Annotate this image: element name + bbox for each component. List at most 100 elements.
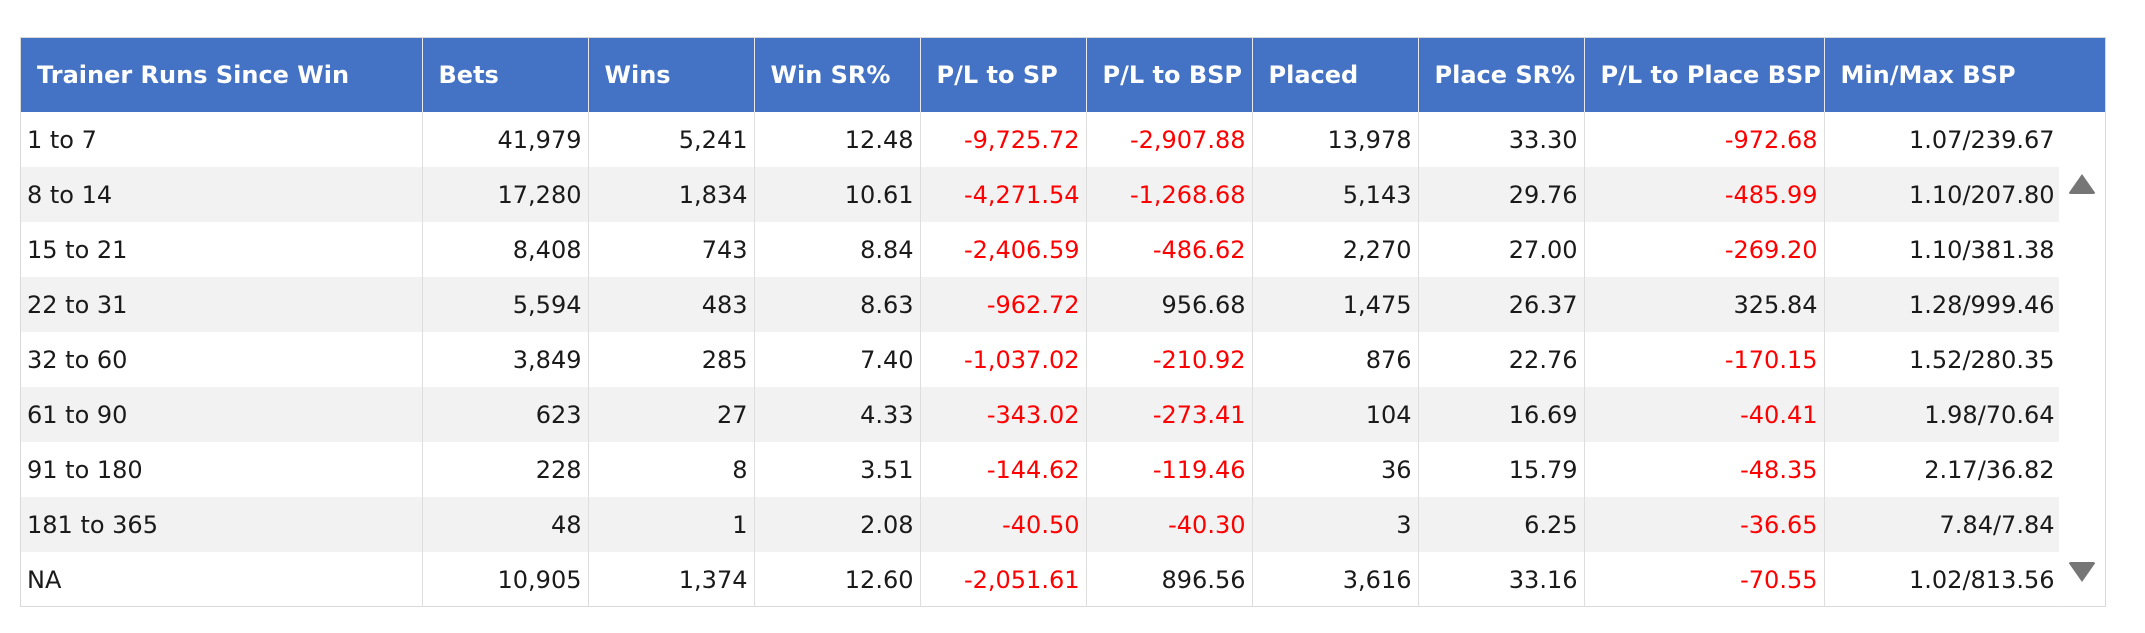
cell-min-max-bsp: 1.52/280.35: [1824, 332, 2062, 387]
cell-pl-to-sp: -1,037.02: [920, 332, 1087, 387]
column-header-trainer-runs-since-win[interactable]: Trainer Runs Since Win: [21, 38, 423, 112]
cell-min-max-bsp: 7.84/7.84: [1824, 497, 2062, 552]
cell-win-sr: 3.51: [754, 442, 921, 497]
cell-pl-to-bsp: -2,907.88: [1086, 112, 1253, 167]
vertical-scrollbar[interactable]: [2059, 112, 2105, 606]
cell-min-max-bsp: 1.07/239.67: [1824, 112, 2062, 167]
cell-place-sr: 33.30: [1418, 112, 1585, 167]
cell-place-sr: 16.69: [1418, 387, 1585, 442]
cell-bets: 228: [422, 442, 589, 497]
cell-pl-to-sp: -962.72: [920, 277, 1087, 332]
table-row: 181 to 365 48 1 2.08 -40.50 -40.30 3 6.2…: [21, 497, 2062, 552]
cell-win-sr: 4.33: [754, 387, 921, 442]
table-row: 8 to 14 17,280 1,834 10.61 -4,271.54 -1,…: [21, 167, 2062, 222]
cell-pl-to-bsp: -273.41: [1086, 387, 1253, 442]
cell-pl-to-place-bsp: -485.99: [1584, 167, 1825, 222]
cell-placed: 876: [1252, 332, 1419, 387]
cell-placed: 5,143: [1252, 167, 1419, 222]
cell-place-sr: 26.37: [1418, 277, 1585, 332]
table-row: 32 to 60 3,849 285 7.40 -1,037.02 -210.9…: [21, 332, 2062, 387]
triangle-down-icon[interactable]: [2068, 562, 2096, 582]
cell-win-sr: 12.48: [754, 112, 921, 167]
cell-pl-to-place-bsp: -170.15: [1584, 332, 1825, 387]
cell-pl-to-place-bsp: -972.68: [1584, 112, 1825, 167]
cell-pl-to-place-bsp: -48.35: [1584, 442, 1825, 497]
cell-place-sr: 6.25: [1418, 497, 1585, 552]
cell-pl-to-place-bsp: -36.65: [1584, 497, 1825, 552]
cell-bets: 41,979: [422, 112, 589, 167]
cell-min-max-bsp: 1.10/381.38: [1824, 222, 2062, 277]
table-row: 22 to 31 5,594 483 8.63 -962.72 956.68 1…: [21, 277, 2062, 332]
cell-min-max-bsp: 1.28/999.46: [1824, 277, 2062, 332]
cell-place-sr: 27.00: [1418, 222, 1585, 277]
column-header-bets[interactable]: Bets: [422, 38, 589, 112]
results-table: Trainer Runs Since Win Bets Wins Win SR%…: [21, 38, 2062, 607]
cell-wins: 1,834: [588, 167, 755, 222]
cell-trainer-runs: 32 to 60: [21, 332, 423, 387]
cell-pl-to-bsp: 896.56: [1086, 552, 1253, 607]
cell-placed: 36: [1252, 442, 1419, 497]
column-header-placed[interactable]: Placed: [1252, 38, 1419, 112]
cell-bets: 5,594: [422, 277, 589, 332]
header-row: Trainer Runs Since Win Bets Wins Win SR%…: [21, 38, 2062, 112]
cell-trainer-runs: 61 to 90: [21, 387, 423, 442]
cell-win-sr: 2.08: [754, 497, 921, 552]
cell-pl-to-bsp: -1,268.68: [1086, 167, 1253, 222]
cell-win-sr: 12.60: [754, 552, 921, 607]
cell-bets: 623: [422, 387, 589, 442]
cell-pl-to-place-bsp: 325.84: [1584, 277, 1825, 332]
cell-win-sr: 8.84: [754, 222, 921, 277]
cell-placed: 13,978: [1252, 112, 1419, 167]
column-header-min-max-bsp[interactable]: Min/Max BSP: [1824, 38, 2062, 112]
cell-pl-to-place-bsp: -269.20: [1584, 222, 1825, 277]
cell-wins: 743: [588, 222, 755, 277]
cell-bets: 10,905: [422, 552, 589, 607]
cell-wins: 483: [588, 277, 755, 332]
cell-bets: 3,849: [422, 332, 589, 387]
cell-trainer-runs: 91 to 180: [21, 442, 423, 497]
cell-placed: 3,616: [1252, 552, 1419, 607]
column-header-pl-to-bsp[interactable]: P/L to BSP: [1086, 38, 1253, 112]
cell-pl-to-sp: -2,406.59: [920, 222, 1087, 277]
column-header-place-sr[interactable]: Place SR%: [1418, 38, 1585, 112]
cell-bets: 8,408: [422, 222, 589, 277]
cell-trainer-runs: 22 to 31: [21, 277, 423, 332]
cell-place-sr: 15.79: [1418, 442, 1585, 497]
cell-place-sr: 33.16: [1418, 552, 1585, 607]
cell-trainer-runs: 8 to 14: [21, 167, 423, 222]
cell-pl-to-bsp: -40.30: [1086, 497, 1253, 552]
cell-min-max-bsp: 2.17/36.82: [1824, 442, 2062, 497]
column-header-wins[interactable]: Wins: [588, 38, 755, 112]
header-filler: [2059, 38, 2105, 112]
cell-trainer-runs: 15 to 21: [21, 222, 423, 277]
cell-min-max-bsp: 1.10/207.80: [1824, 167, 2062, 222]
cell-trainer-runs: NA: [21, 552, 423, 607]
cell-pl-to-sp: -4,271.54: [920, 167, 1087, 222]
table-row: NA 10,905 1,374 12.60 -2,051.61 896.56 3…: [21, 552, 2062, 607]
cell-win-sr: 10.61: [754, 167, 921, 222]
table-body: 1 to 7 41,979 5,241 12.48 -9,725.72 -2,9…: [21, 112, 2062, 607]
cell-wins: 27: [588, 387, 755, 442]
cell-pl-to-sp: -9,725.72: [920, 112, 1087, 167]
cell-trainer-runs: 181 to 365: [21, 497, 423, 552]
cell-pl-to-bsp: -486.62: [1086, 222, 1253, 277]
table-row: 61 to 90 623 27 4.33 -343.02 -273.41 104…: [21, 387, 2062, 442]
cell-pl-to-sp: -144.62: [920, 442, 1087, 497]
column-header-win-sr[interactable]: Win SR%: [754, 38, 921, 112]
cell-wins: 8: [588, 442, 755, 497]
triangle-up-icon[interactable]: [2068, 174, 2096, 194]
cell-trainer-runs: 1 to 7: [21, 112, 423, 167]
column-header-pl-to-sp[interactable]: P/L to SP: [920, 38, 1087, 112]
cell-win-sr: 8.63: [754, 277, 921, 332]
cell-pl-to-bsp: 956.68: [1086, 277, 1253, 332]
table-row: 15 to 21 8,408 743 8.84 -2,406.59 -486.6…: [21, 222, 2062, 277]
cell-min-max-bsp: 1.02/813.56: [1824, 552, 2062, 607]
cell-placed: 3: [1252, 497, 1419, 552]
cell-wins: 285: [588, 332, 755, 387]
cell-pl-to-place-bsp: -70.55: [1584, 552, 1825, 607]
cell-placed: 104: [1252, 387, 1419, 442]
cell-pl-to-place-bsp: -40.41: [1584, 387, 1825, 442]
column-header-pl-to-place-bsp[interactable]: P/L to Place BSP: [1584, 38, 1825, 112]
cell-pl-to-sp: -343.02: [920, 387, 1087, 442]
cell-place-sr: 29.76: [1418, 167, 1585, 222]
